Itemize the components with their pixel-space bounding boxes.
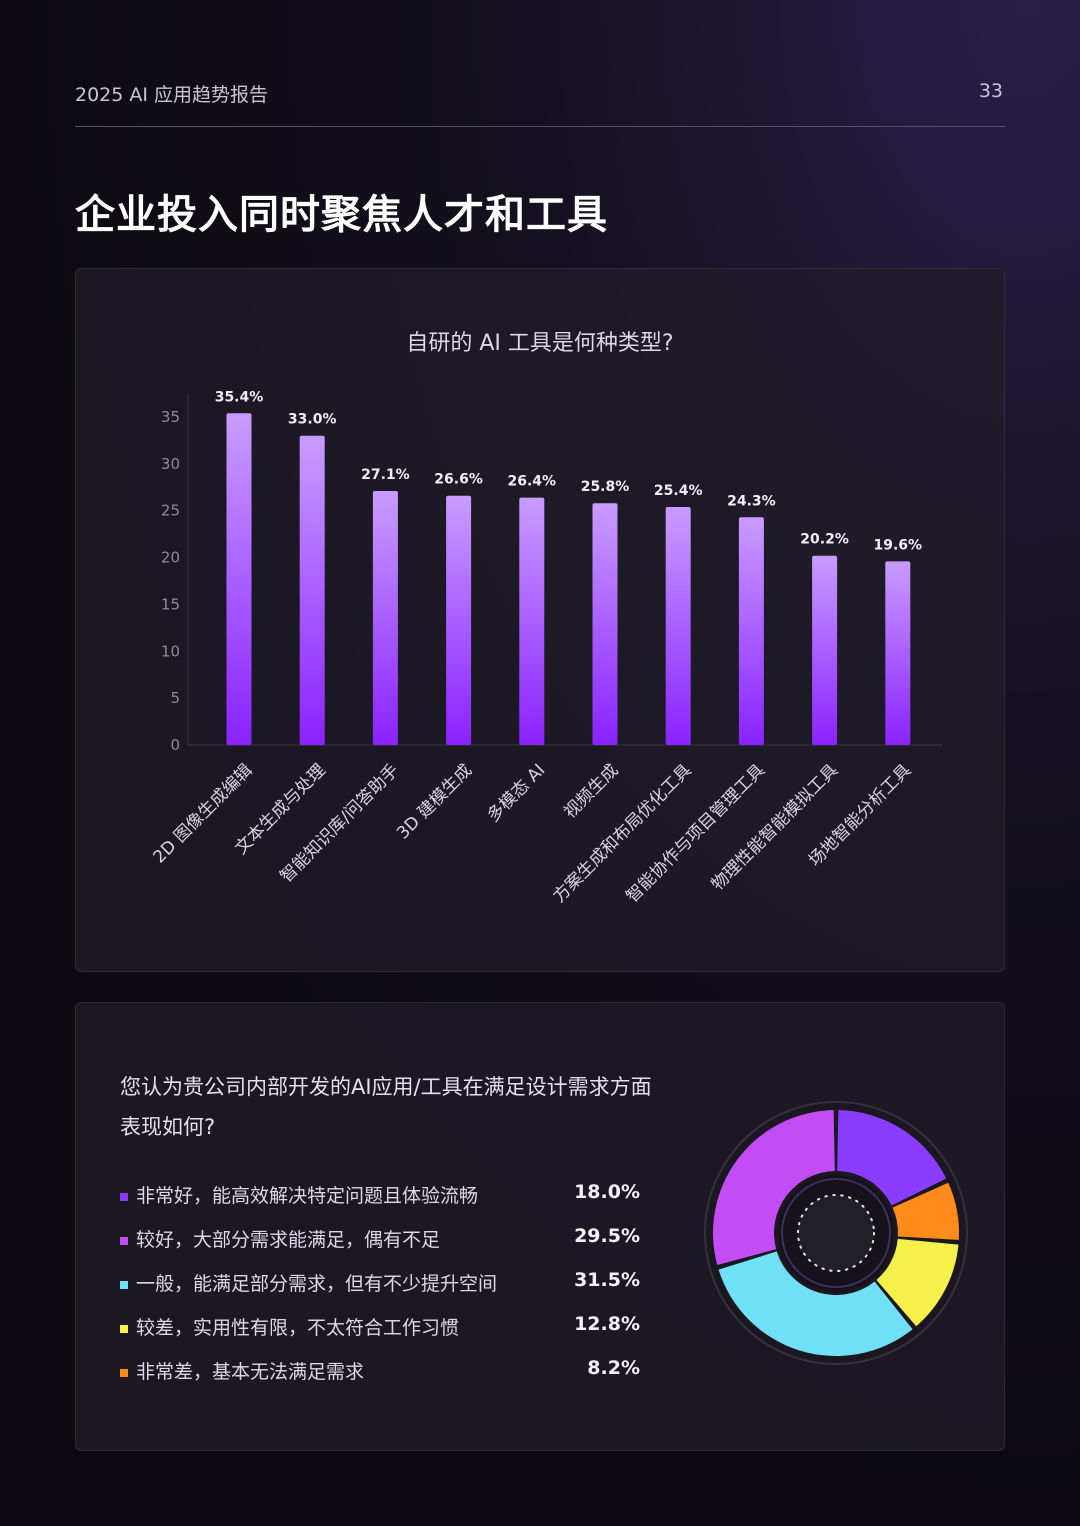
bar: [812, 555, 838, 745]
legend-value: 31.5%: [574, 1269, 640, 1291]
legend-label: 非常差，基本无法满足需求: [136, 1361, 365, 1383]
legend-label: 非常好，能高效解决特定问题且体验流畅: [136, 1185, 479, 1207]
bar: [372, 491, 398, 745]
bar: [299, 435, 325, 745]
bar-value-label: 25.8%: [581, 479, 630, 495]
donut-center: [798, 1195, 874, 1271]
legend-label: 一般，能满足部分需求，但有不少提升空间: [136, 1273, 498, 1295]
donut-chart: [704, 1101, 968, 1365]
donut-dotted-ring: [797, 1194, 875, 1272]
report-title: 2025 AI 应用趋势报告: [75, 84, 269, 106]
legend-value: 12.8%: [574, 1313, 640, 1335]
bar-value-label: 26.4%: [508, 474, 557, 490]
bar: [519, 497, 545, 745]
legend-label: 较好，大部分需求能满足，偶有不足: [136, 1229, 441, 1251]
donut-slice: [876, 1238, 959, 1327]
bar: [885, 561, 911, 745]
y-tick-label: 35: [161, 408, 180, 426]
y-tick-label: 25: [161, 502, 180, 520]
legend-value: 29.5%: [574, 1225, 640, 1247]
legend-label: 较差，实用性有限，不太符合工作习惯: [136, 1317, 460, 1339]
x-tick-label: 3D 建模生成: [393, 760, 476, 843]
donut-slice: [713, 1110, 835, 1266]
bar-value-label: 20.2%: [800, 532, 849, 548]
x-tick-label: 方案生成和布局优化工具: [549, 760, 695, 906]
legend-item: 非常好，能高效解决特定问题且体验流畅 18.0%: [118, 1179, 658, 1223]
page-number: 33: [978, 80, 1003, 102]
bar-chart-title: 自研的 AI 工具是何种类型?: [406, 331, 674, 356]
y-tick-label: 5: [170, 689, 180, 707]
y-tick-label: 20: [161, 549, 180, 567]
bar: [592, 503, 618, 745]
x-tick-label: 物理性能智能模拟工具: [708, 760, 842, 894]
bar: [446, 495, 472, 745]
legend-item: 较好，大部分需求能满足，偶有不足 29.5%: [118, 1223, 658, 1267]
legend-swatch: [120, 1325, 128, 1333]
legend-swatch: [120, 1193, 128, 1201]
donut-legend: 非常好，能高效解决特定问题且体验流畅 18.0% 较好，大部分需求能满足，偶有不…: [118, 1179, 658, 1399]
legend-item: 较差，实用性有限，不太符合工作习惯 12.8%: [118, 1311, 658, 1355]
bar: [665, 506, 691, 745]
bar-value-label: 19.6%: [874, 537, 923, 553]
y-tick-label: 0: [170, 736, 180, 754]
legend-swatch: [120, 1369, 128, 1377]
legend-value: 8.2%: [587, 1357, 640, 1379]
bar: [738, 517, 764, 745]
page-heading: 企业投入同时聚焦人才和工具: [75, 192, 608, 238]
bar-value-label: 25.4%: [654, 483, 703, 499]
y-tick-label: 10: [161, 642, 180, 660]
bar: [226, 413, 252, 745]
bar-value-label: 24.3%: [727, 493, 776, 509]
legend-item: 一般，能满足部分需求，但有不少提升空间 31.5%: [118, 1267, 658, 1311]
bar-value-label: 35.4%: [215, 389, 264, 405]
donut-slice: [718, 1251, 913, 1356]
donut-inner-ring: [781, 1178, 891, 1288]
x-tick-label: 多模态 AI: [484, 760, 550, 826]
donut-question: 您认为贵公司内部开发的AI应用/工具在满足设计需求方面表现如何?: [120, 1075, 652, 1139]
y-tick-label: 15: [161, 595, 180, 613]
legend-swatch: [120, 1237, 128, 1245]
y-tick-label: 30: [161, 455, 180, 473]
legend-value: 18.0%: [574, 1181, 640, 1203]
legend-swatch: [120, 1281, 128, 1289]
legend-item: 非常差，基本无法满足需求 8.2%: [118, 1355, 658, 1399]
bar-chart-card: 自研的 AI 工具是何种类型? 0 5 10 15 20 25 30 35 35.4% 2D 图像…: [75, 268, 1005, 972]
donut-chart-card: 您认为贵公司内部开发的AI应用/工具在满足设计需求方面表现如何? 非常好，能高效…: [75, 1002, 1005, 1451]
donut-slice: [892, 1182, 959, 1240]
page-header: 2025 AI 应用趋势报告 33: [75, 78, 1005, 127]
x-tick-label: 智能协作与项目管理工具: [623, 760, 769, 906]
bar-value-label: 26.6%: [434, 472, 483, 488]
x-tick-label: 视频生成: [560, 760, 622, 822]
bar-value-label: 27.1%: [361, 467, 410, 483]
donut-slice: [837, 1110, 947, 1206]
bar-value-label: 33.0%: [288, 412, 337, 428]
